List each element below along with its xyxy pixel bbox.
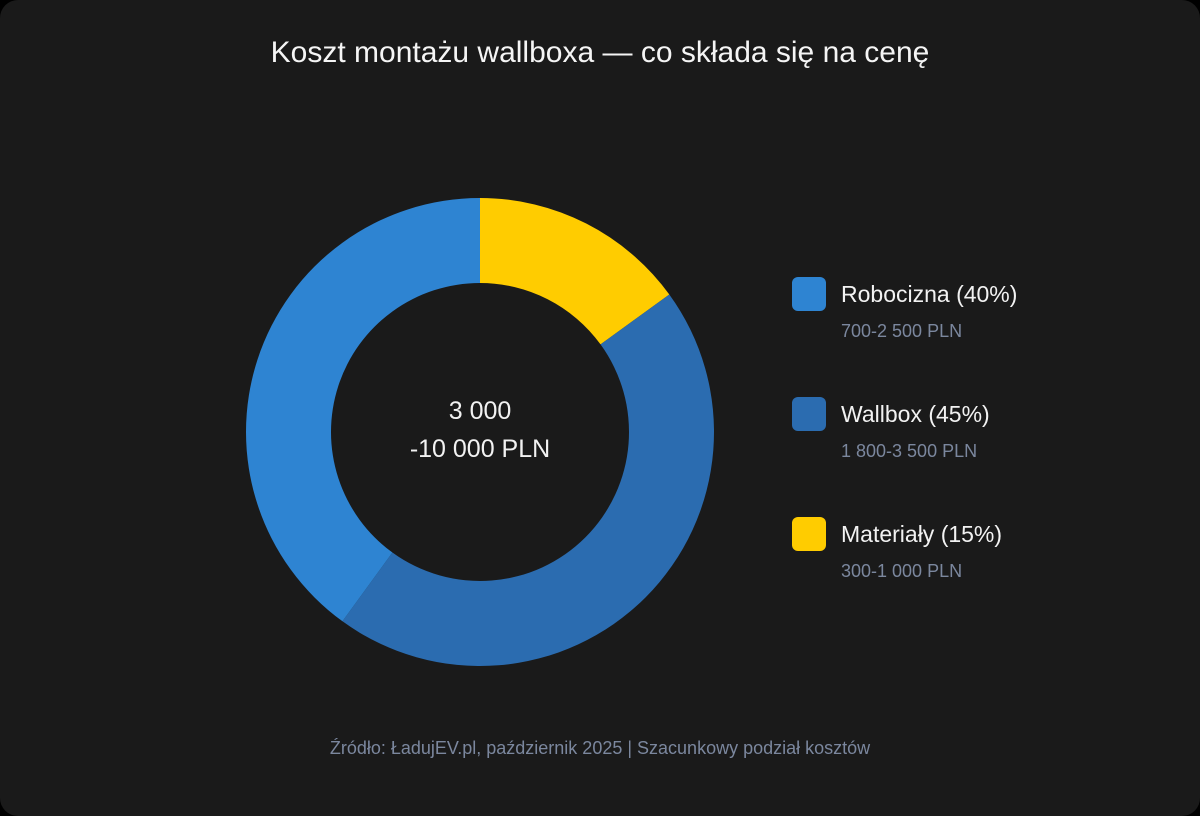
center-total-line2: -10 000 PLN	[409, 435, 551, 463]
legend-label: Materiały (15%)	[841, 521, 1003, 547]
donut-slice-wallbox	[342, 294, 715, 667]
donut-slice-robocizna	[245, 198, 480, 622]
chart-title: Koszt montażu wallboxa — co składa się n…	[270, 36, 930, 69]
center-total-line1: 3 000	[448, 397, 512, 425]
legend-label: Wallbox (45%)	[841, 401, 990, 427]
legend-range: 300-1 000 PLN	[841, 561, 963, 581]
legend-range: 1 800-3 500 PLN	[841, 441, 978, 461]
donut-center-label: 3 000 -10 000 PLN	[380, 392, 580, 468]
donut-slice-materiały	[480, 198, 670, 345]
legend-swatch-wallbox	[792, 397, 826, 431]
legend-range: 700-2 500 PLN	[841, 321, 963, 341]
legend-swatch-robocizna	[792, 277, 826, 311]
donut-slices	[245, 198, 715, 667]
legend-label: Robocizna (40%)	[841, 281, 1018, 307]
legend-swatch-materialy	[792, 517, 826, 551]
source-note: Źródło: ŁadujEV.pl, październik 2025 | S…	[329, 738, 871, 758]
